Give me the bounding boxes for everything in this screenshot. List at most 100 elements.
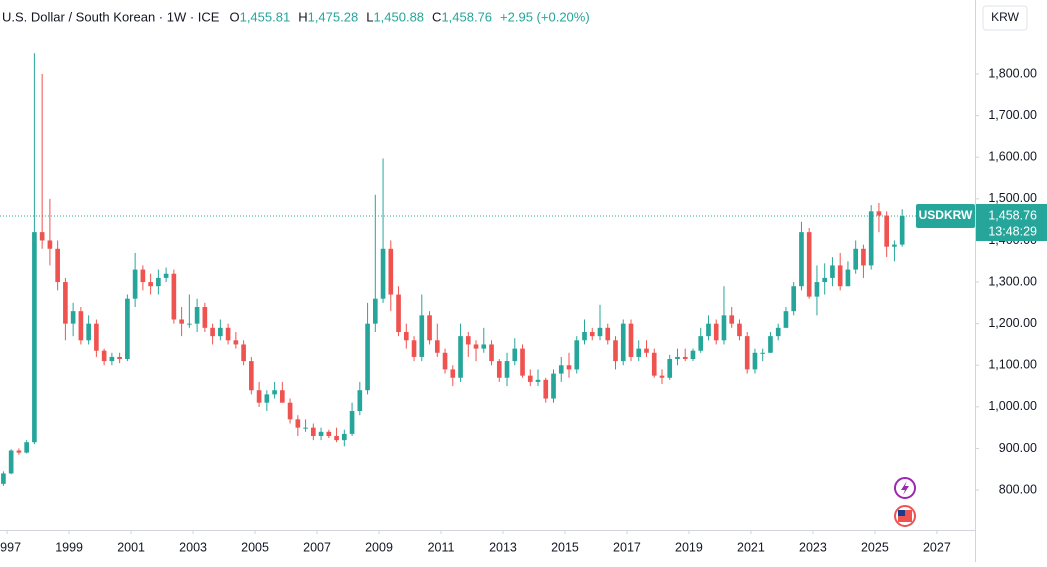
candle-body xyxy=(326,431,332,436)
candle-body xyxy=(620,323,626,362)
candle-body xyxy=(830,265,835,278)
candle-body xyxy=(32,232,37,443)
candle-body xyxy=(799,232,804,287)
candle-body xyxy=(334,435,339,441)
candle-body xyxy=(78,311,84,341)
candle-body xyxy=(589,331,595,337)
y-tick-label: 1,300.00 xyxy=(988,274,1037,288)
candle-body xyxy=(737,323,742,337)
currency-label[interactable]: KRW xyxy=(991,10,1019,24)
candle-body xyxy=(675,356,680,360)
candle-body xyxy=(861,248,866,266)
candle-body xyxy=(55,248,60,283)
candle-body xyxy=(318,431,324,436)
candle-body xyxy=(667,359,673,378)
ohlc-prefix: O xyxy=(229,9,239,24)
events-icon-bolt xyxy=(901,481,909,495)
candle-body xyxy=(791,286,797,312)
flag-canton xyxy=(898,510,905,516)
candle-body xyxy=(16,450,22,453)
y-tick-label: 1,200.00 xyxy=(988,316,1037,330)
y-tick-label: 1,000.00 xyxy=(988,399,1037,413)
candle-body xyxy=(806,232,812,297)
ohlc-prefix: H xyxy=(298,9,307,24)
candle-body xyxy=(690,350,696,360)
candle-body xyxy=(566,365,572,370)
candle-body xyxy=(86,323,91,341)
x-tick-label: 2011 xyxy=(428,540,455,554)
candle-body xyxy=(465,336,471,345)
candle-body xyxy=(496,361,502,378)
candle-body xyxy=(264,394,270,403)
x-tick-label: 2027 xyxy=(923,540,951,554)
candle-body xyxy=(698,336,704,351)
candle-body xyxy=(651,352,657,376)
symbol-tag-label: USDKRW xyxy=(919,208,973,222)
x-tick-label: 2025 xyxy=(861,540,889,554)
candle-body xyxy=(125,298,130,360)
candle-body xyxy=(892,244,897,247)
x-tick-label: 2023 xyxy=(799,540,827,554)
candle-body xyxy=(411,340,417,357)
symbol-tag xyxy=(916,204,975,229)
candle-body xyxy=(210,327,215,337)
candle-body xyxy=(295,419,301,428)
candle-body xyxy=(1,473,6,484)
candle-body xyxy=(132,269,138,299)
candle-body xyxy=(822,277,828,283)
x-tick-label: 2009 xyxy=(365,540,393,554)
candle-body xyxy=(551,373,556,399)
y-tick-label: 800.00 xyxy=(999,482,1037,496)
candle-body xyxy=(876,211,882,216)
ohlc-value: 1,450.88 xyxy=(373,9,424,24)
candle-body xyxy=(659,375,665,378)
candle-body xyxy=(543,379,549,399)
candle-body xyxy=(884,215,889,247)
price-tag xyxy=(976,204,1047,242)
candle-body xyxy=(109,356,115,362)
candle-body xyxy=(94,323,99,351)
x-tick-label: 2015 xyxy=(551,540,579,554)
candle-body xyxy=(783,311,789,328)
candle-body xyxy=(744,336,750,370)
y-tick-label: 1,100.00 xyxy=(988,358,1037,372)
x-tick-label: 1997 xyxy=(0,540,21,554)
candle-body xyxy=(636,348,642,357)
candle-body xyxy=(899,216,905,245)
price-tag-countdown: 13:48:29 xyxy=(988,224,1037,238)
y-tick-label: 1,800.00 xyxy=(988,66,1037,80)
candle-body xyxy=(427,315,432,341)
candle-body xyxy=(117,356,122,360)
ohlc-value: 1,475.28 xyxy=(308,9,359,24)
candle-body xyxy=(24,442,29,453)
x-tick-label: 2007 xyxy=(303,540,331,554)
candle-body xyxy=(218,327,223,337)
candle-body xyxy=(535,379,541,382)
x-tick-label: 2005 xyxy=(241,540,269,554)
candle-body xyxy=(768,336,773,353)
candle-body xyxy=(489,344,494,362)
candle-body xyxy=(613,340,618,362)
candle-body xyxy=(233,340,239,345)
candles xyxy=(1,53,905,486)
candle-body xyxy=(148,282,153,287)
symbol-title: U.S. Dollar / South Korean · 1W · ICE xyxy=(2,9,220,24)
candle-body xyxy=(341,433,347,441)
candle-body xyxy=(403,331,409,341)
candle-body xyxy=(63,282,68,324)
candle-body xyxy=(706,323,711,337)
candle-body xyxy=(721,315,727,341)
candle-body xyxy=(837,265,843,287)
price-tag-value: 1,458.76 xyxy=(988,208,1037,222)
candle-body xyxy=(558,365,564,374)
candle-body xyxy=(582,331,587,341)
candle-body xyxy=(194,307,200,324)
ohlc-value: 1,455.81 xyxy=(240,9,291,24)
y-tick-label: 1,700.00 xyxy=(988,108,1037,122)
currency-button[interactable] xyxy=(982,5,1028,31)
candle-body xyxy=(605,327,611,341)
candle-body xyxy=(419,315,425,357)
candle-body xyxy=(434,340,440,353)
